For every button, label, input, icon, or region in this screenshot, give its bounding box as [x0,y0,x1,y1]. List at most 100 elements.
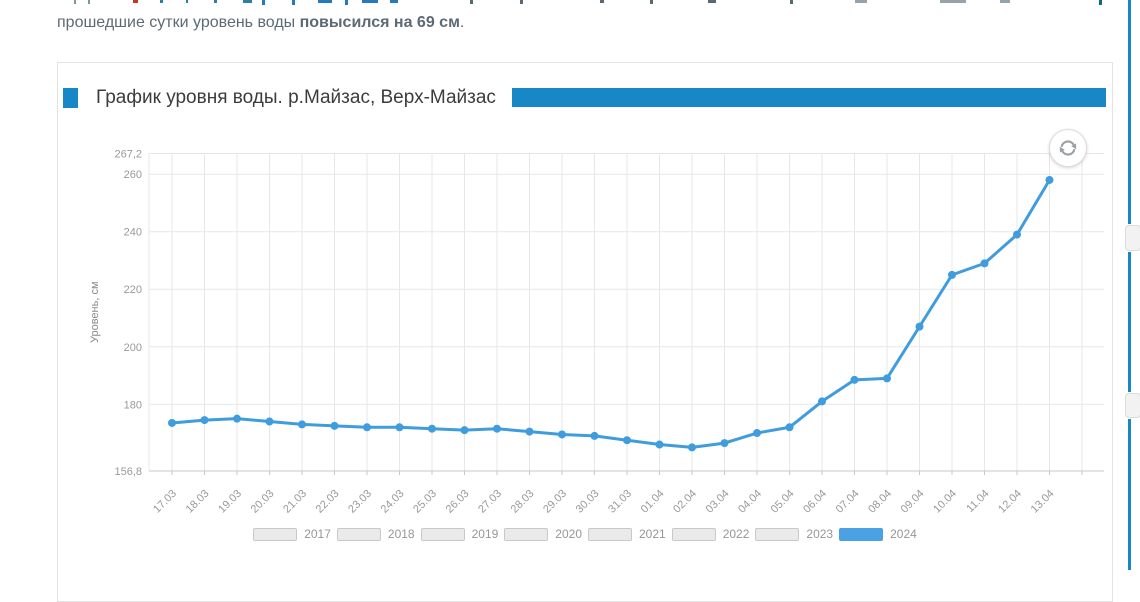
data-point[interactable] [590,431,599,440]
intro-bold: повысился на 69 см [299,14,460,31]
x-tick-label: 06.04 [801,488,829,516]
clipped-glyph-fragment [318,0,332,3]
data-point[interactable] [265,417,274,426]
x-tick-label: 29.03 [541,488,569,516]
data-point[interactable] [330,421,339,430]
legend-label: 2024 [890,527,917,541]
data-point[interactable] [720,439,729,448]
x-tick-label: 23.03 [346,488,374,516]
clipped-glyph-fragment [790,0,793,4]
legend-item-2020[interactable]: 2020 [504,527,582,541]
x-tick-label: 05.04 [769,488,797,516]
adjacent-panel-divider [1128,252,1131,392]
adjacent-panel-corner [1125,393,1140,418]
data-point[interactable] [460,426,469,435]
data-point[interactable] [1045,175,1054,184]
legend-item-2017[interactable]: 2017 [253,527,331,541]
clipped-glyph-fragment [133,0,138,3]
data-point[interactable] [688,443,696,452]
legend-item-2021[interactable]: 2021 [588,527,666,541]
data-point[interactable] [915,322,924,331]
x-tick-label: 10.04 [931,488,959,516]
clipped-glyph-fragment [520,0,523,4]
adjacent-panel-edge [1113,0,1140,570]
data-point[interactable] [200,416,209,425]
legend-item-2019[interactable]: 2019 [420,527,499,541]
clipped-glyph-fragment [362,0,378,3]
chart-area[interactable]: 267,2 260 240 220 200 180 156,8 17.03 18.03 19.03… [58,63,1112,529]
x-tick-label: 07.04 [834,488,862,516]
legend-item-2018[interactable]: 2018 [336,527,415,541]
refresh-button[interactable] [1049,129,1087,167]
clipped-glyph-fragment [470,0,473,4]
data-point[interactable] [363,423,371,432]
clipped-glyph-fragment [74,0,76,4]
legend-label: 2018 [387,527,415,541]
legend-swatch [336,527,381,541]
adjacent-panel-divider [1128,0,1131,224]
series-line-2024 [170,178,1051,449]
data-point[interactable] [818,397,826,406]
clipped-glyph-fragment [1099,0,1102,5]
x-tick-label: 30.03 [574,488,602,516]
title-accent-bar [511,88,1106,107]
data-point[interactable] [558,430,566,439]
x-tick-label: 18.03 [184,488,212,516]
clipped-glyph-fragment [1000,0,1010,3]
water-level-chart[interactable]: 267,2 260 240 220 200 180 156,8 17.03 18.03 19.03… [58,63,1112,529]
data-point[interactable] [493,424,501,433]
data-point[interactable] [980,259,989,268]
legend-label: 2020 [555,527,582,541]
legend-swatch [671,527,716,541]
x-tick-label: 11.04 [964,488,991,515]
x-tick-label: 26.03 [444,488,472,516]
data-point[interactable] [298,420,306,429]
data-point[interactable] [948,270,956,279]
y-tick-label: 180 [124,399,142,411]
clipped-glyph-fragment [262,0,265,5]
legend-label: 2023 [806,527,834,541]
data-point[interactable] [850,375,859,384]
x-tick-label: 28.03 [509,488,537,516]
x-tick-label: 17.03 [151,488,179,516]
clipped-glyph-fragment [855,0,867,3]
data-point[interactable] [395,423,404,432]
data-point[interactable] [623,436,631,445]
clipped-glyph-fragment [292,0,295,5]
intro-text: прошедшие сутки уровень воды повысился н… [57,14,464,32]
data-point[interactable] [785,423,794,432]
clipped-text-line [0,0,1140,8]
y-axis-title: Уровень, см [89,281,101,343]
clipped-glyph-fragment [160,0,163,3]
data-point[interactable] [428,424,436,433]
data-point[interactable] [1013,230,1021,239]
legend-label: 2019 [471,527,499,541]
intro-regular: прошедшие сутки уровень воды [57,14,300,31]
x-tick-label: 27.03 [476,488,504,516]
legend-item-2023[interactable]: 2023 [755,527,833,541]
data-point[interactable] [525,427,534,436]
legend-item-2022[interactable]: 2022 [671,527,750,541]
y-tick-label: 260 [124,169,142,181]
x-tick-label: 09.04 [899,488,927,516]
y-tick-label: 220 [124,284,142,296]
clipped-glyph-fragment [243,0,252,3]
legend-label: 2021 [639,527,666,541]
legend-swatch [253,527,298,541]
x-tick-label: 13.04 [1029,488,1057,516]
intro-suffix: . [459,14,465,31]
y-tick-label: 267,2 [114,149,142,161]
legend-item-2024[interactable]: 2024 [839,527,917,541]
data-point[interactable] [883,374,891,383]
data-point[interactable] [655,440,664,449]
x-tick-label: 01.04 [639,488,667,516]
x-tick-label: 25.03 [411,488,439,516]
legend-swatch [588,527,632,541]
data-point[interactable] [168,418,176,427]
legend-label: 2017 [304,527,331,541]
adjacent-panel-corner [1125,225,1140,251]
clipped-glyph-fragment [88,0,90,4]
data-point[interactable] [753,429,761,438]
legend-label: 2022 [722,527,750,541]
data-point[interactable] [233,414,241,423]
